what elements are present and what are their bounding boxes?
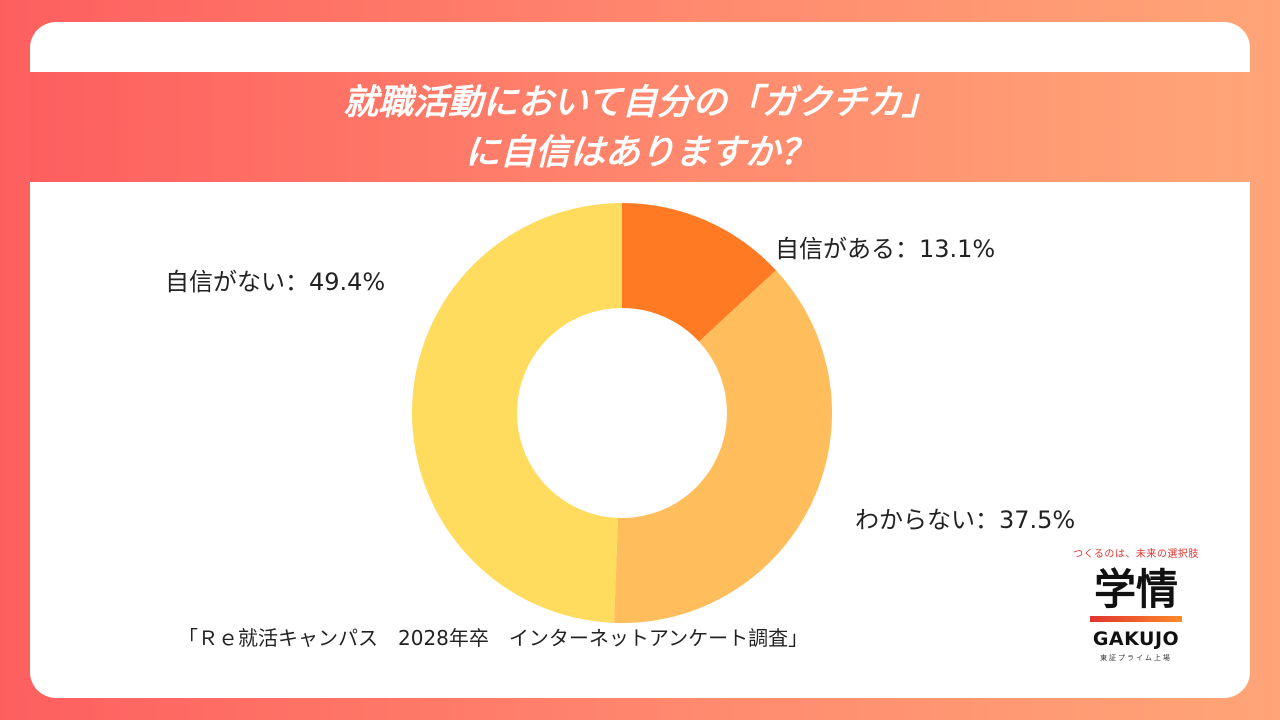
gakujo-logo: つくるのは、未来の選択肢 学情 GAKUJO 東証プライム上場 (1056, 545, 1216, 663)
chart-title: 就職活動において自分の「ガクチカ」 に自信はありますか？ (30, 78, 1250, 178)
logo-rule (1090, 616, 1182, 622)
logo-mark: 学情 (1093, 565, 1178, 614)
donut-slice-2 (411, 203, 622, 623)
donut-slice-1 (614, 270, 833, 623)
title-line-2: に自信はありますか？ (464, 133, 815, 173)
donut-slice-0 (622, 203, 776, 342)
logo-brand: GAKUJO (1092, 628, 1180, 650)
title-banner (30, 72, 1250, 182)
label-not-confident: 自信がない：49.4% (165, 268, 386, 296)
label-unsure: わからない：37.5% (855, 506, 1076, 534)
survey-source: 「Ｒｅ就活キャンパス 2028年卒 インターネットアンケート調査」 (178, 626, 809, 650)
title-line-1: 就職活動において自分の「ガクチカ」 (343, 83, 937, 123)
logo-market: 東証プライム上場 (1100, 654, 1172, 662)
logo-tagline: つくるのは、未来の選択肢 (1073, 549, 1199, 560)
label-confident: 自信がある：13.1% (775, 235, 996, 263)
